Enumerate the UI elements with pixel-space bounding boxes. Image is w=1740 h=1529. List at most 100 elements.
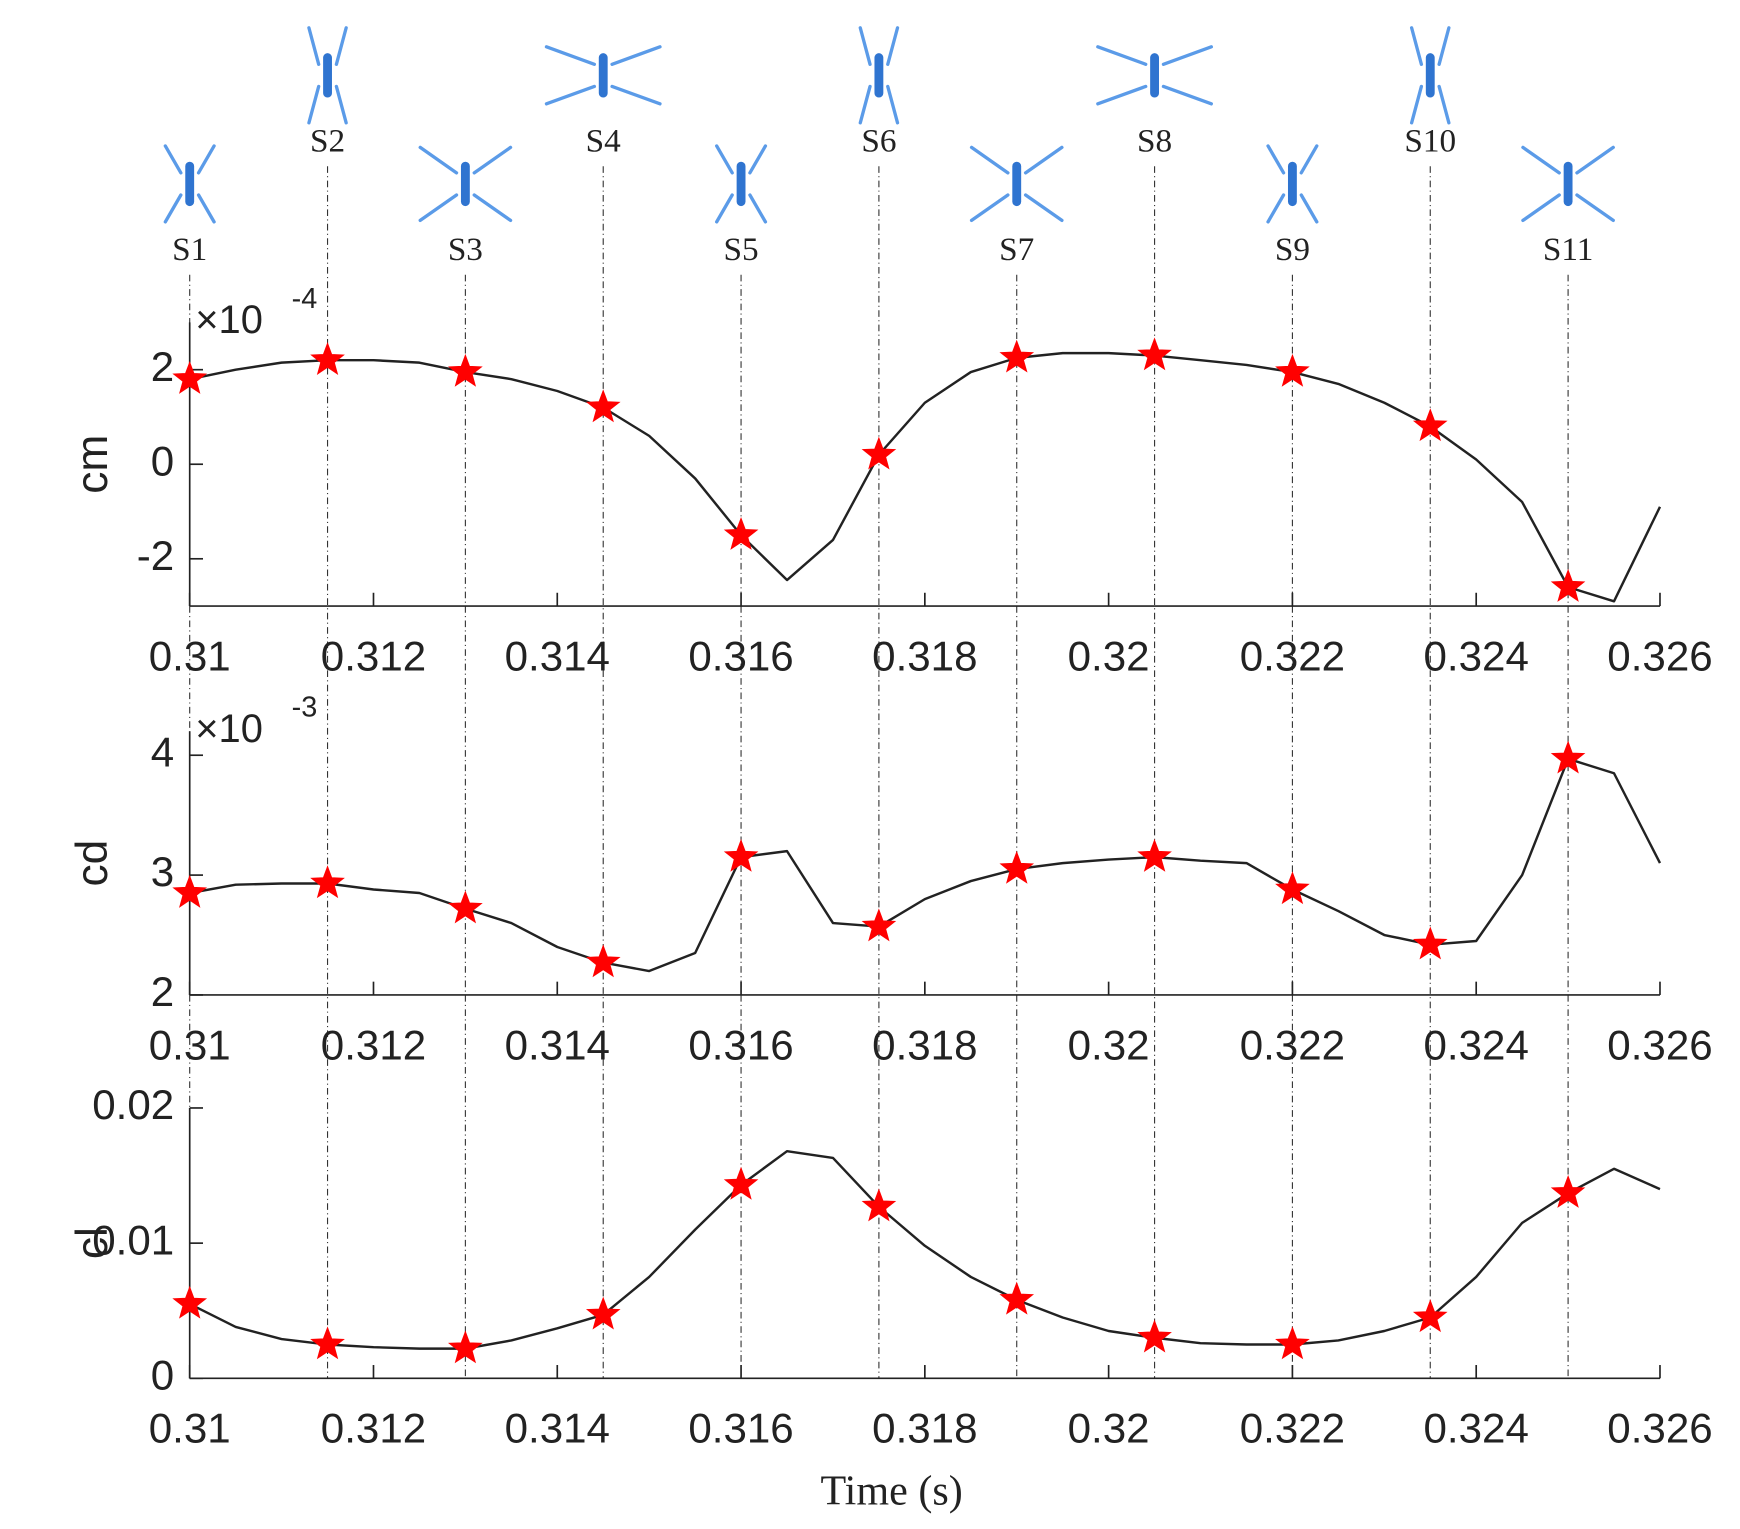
star-marker — [585, 389, 621, 423]
x-tick-label: 0.318 — [872, 632, 977, 679]
x-tick-label: 0.322 — [1240, 632, 1345, 679]
stage-icon — [1096, 45, 1213, 106]
y-axis-label: cl — [68, 1227, 117, 1259]
stage-icon — [163, 144, 216, 224]
x-tick-label: 0.316 — [688, 1021, 793, 1068]
star-marker — [310, 341, 345, 376]
star-marker — [310, 865, 345, 899]
star-marker — [1275, 353, 1310, 387]
icon-arm — [196, 193, 216, 224]
icon-arm — [544, 45, 597, 66]
x-axis-label: Time (s) — [820, 1467, 962, 1514]
y-tick-label: 0 — [151, 437, 174, 484]
icon-arm — [858, 84, 872, 125]
icon-arm — [418, 145, 459, 175]
x-tick-label: 0.32 — [1068, 1021, 1150, 1068]
icon-arm — [1521, 193, 1561, 223]
exponent-power: -4 — [292, 283, 318, 315]
icon-body — [323, 53, 332, 98]
star-marker — [999, 850, 1035, 884]
x-tick-label: 0.312 — [321, 1021, 426, 1068]
x-tick-label: 0.324 — [1424, 632, 1529, 679]
icon-arm — [1096, 84, 1148, 106]
icon-arm — [858, 26, 872, 66]
x-tick-label: 0.31 — [149, 1021, 231, 1068]
icon-body — [460, 161, 470, 207]
stage-label: S2 — [310, 123, 345, 160]
star-marker — [448, 353, 483, 387]
stage-label: S9 — [1275, 231, 1310, 268]
y-tick-label: 2 — [151, 968, 174, 1015]
icon-body — [736, 161, 746, 207]
star-marker — [448, 1330, 483, 1364]
icon-arm — [472, 145, 513, 175]
x-tick-label: 0.314 — [505, 1021, 610, 1068]
y-axis-label: cm — [68, 435, 117, 494]
y-tick-label: 0.01 — [92, 1216, 174, 1263]
icon-arm — [1437, 84, 1451, 125]
y-tick-label: 0.02 — [92, 1081, 174, 1128]
star-marker — [172, 874, 208, 908]
icon-arm — [748, 193, 768, 224]
icon-arm — [1299, 144, 1319, 175]
icon-arm — [969, 145, 1010, 175]
stage-icon — [1409, 26, 1451, 125]
star-marker — [861, 1188, 897, 1222]
icon-arm — [1266, 144, 1286, 175]
curve — [189, 1149, 1661, 1350]
icon-arm — [1266, 193, 1286, 224]
x-tick-label: 0.322 — [1240, 1021, 1345, 1068]
y-tick-label: 4 — [151, 728, 174, 775]
icon-arm — [196, 144, 216, 175]
icon-arm — [1521, 145, 1561, 175]
star-marker — [723, 838, 759, 872]
exponent-base: ×10 — [195, 298, 263, 342]
icon-arm — [886, 26, 900, 66]
y-tick-label: -2 — [137, 532, 174, 579]
icon-arm — [1299, 193, 1319, 224]
icon-arm — [610, 45, 662, 66]
stage-label: S6 — [861, 123, 896, 160]
icon-arm — [1161, 45, 1213, 66]
x-tick-label: 0.326 — [1607, 632, 1712, 679]
star-marker — [1137, 838, 1172, 872]
star-marker — [1137, 337, 1172, 371]
exponent-base: ×10 — [195, 707, 263, 751]
curve — [189, 757, 1662, 973]
y-tick-label: 3 — [151, 848, 174, 895]
stage-label: S4 — [586, 123, 621, 160]
y-tick-label: 2 — [151, 343, 174, 390]
star-marker — [999, 1281, 1035, 1315]
x-tick-label: 0.318 — [872, 1021, 977, 1068]
star-marker — [1550, 740, 1586, 774]
icon-arm — [969, 193, 1010, 223]
stage-label: S8 — [1137, 123, 1172, 160]
icon-body — [185, 161, 195, 207]
icon-arm — [886, 84, 900, 125]
x-tick-label: 0.32 — [1068, 632, 1150, 679]
star-marker — [1550, 568, 1586, 602]
stage-label: S5 — [724, 231, 759, 268]
icon-body — [1150, 53, 1160, 98]
icon-arm — [1096, 45, 1148, 66]
star-marker — [172, 360, 208, 394]
x-tick-label: 0.324 — [1424, 1405, 1529, 1452]
icon-arm — [1023, 145, 1064, 175]
star-marker — [1137, 1319, 1172, 1353]
icon-arm — [307, 26, 321, 66]
star-marker — [1550, 1174, 1586, 1208]
y-tick-label: 0 — [151, 1351, 174, 1398]
star-marker — [585, 1296, 621, 1330]
x-tick-label: 0.326 — [1607, 1405, 1712, 1452]
star-marker — [1275, 1326, 1310, 1360]
icon-arm — [610, 84, 662, 106]
x-tick-label: 0.31 — [149, 1405, 231, 1452]
stage-icon — [1266, 144, 1319, 224]
x-tick-label: 0.314 — [505, 632, 610, 679]
star-marker — [310, 1326, 345, 1360]
icon-arm — [334, 84, 348, 125]
x-tick-label: 0.326 — [1607, 1021, 1712, 1068]
star-marker — [999, 339, 1035, 373]
y-axis-label: cd — [68, 840, 117, 887]
